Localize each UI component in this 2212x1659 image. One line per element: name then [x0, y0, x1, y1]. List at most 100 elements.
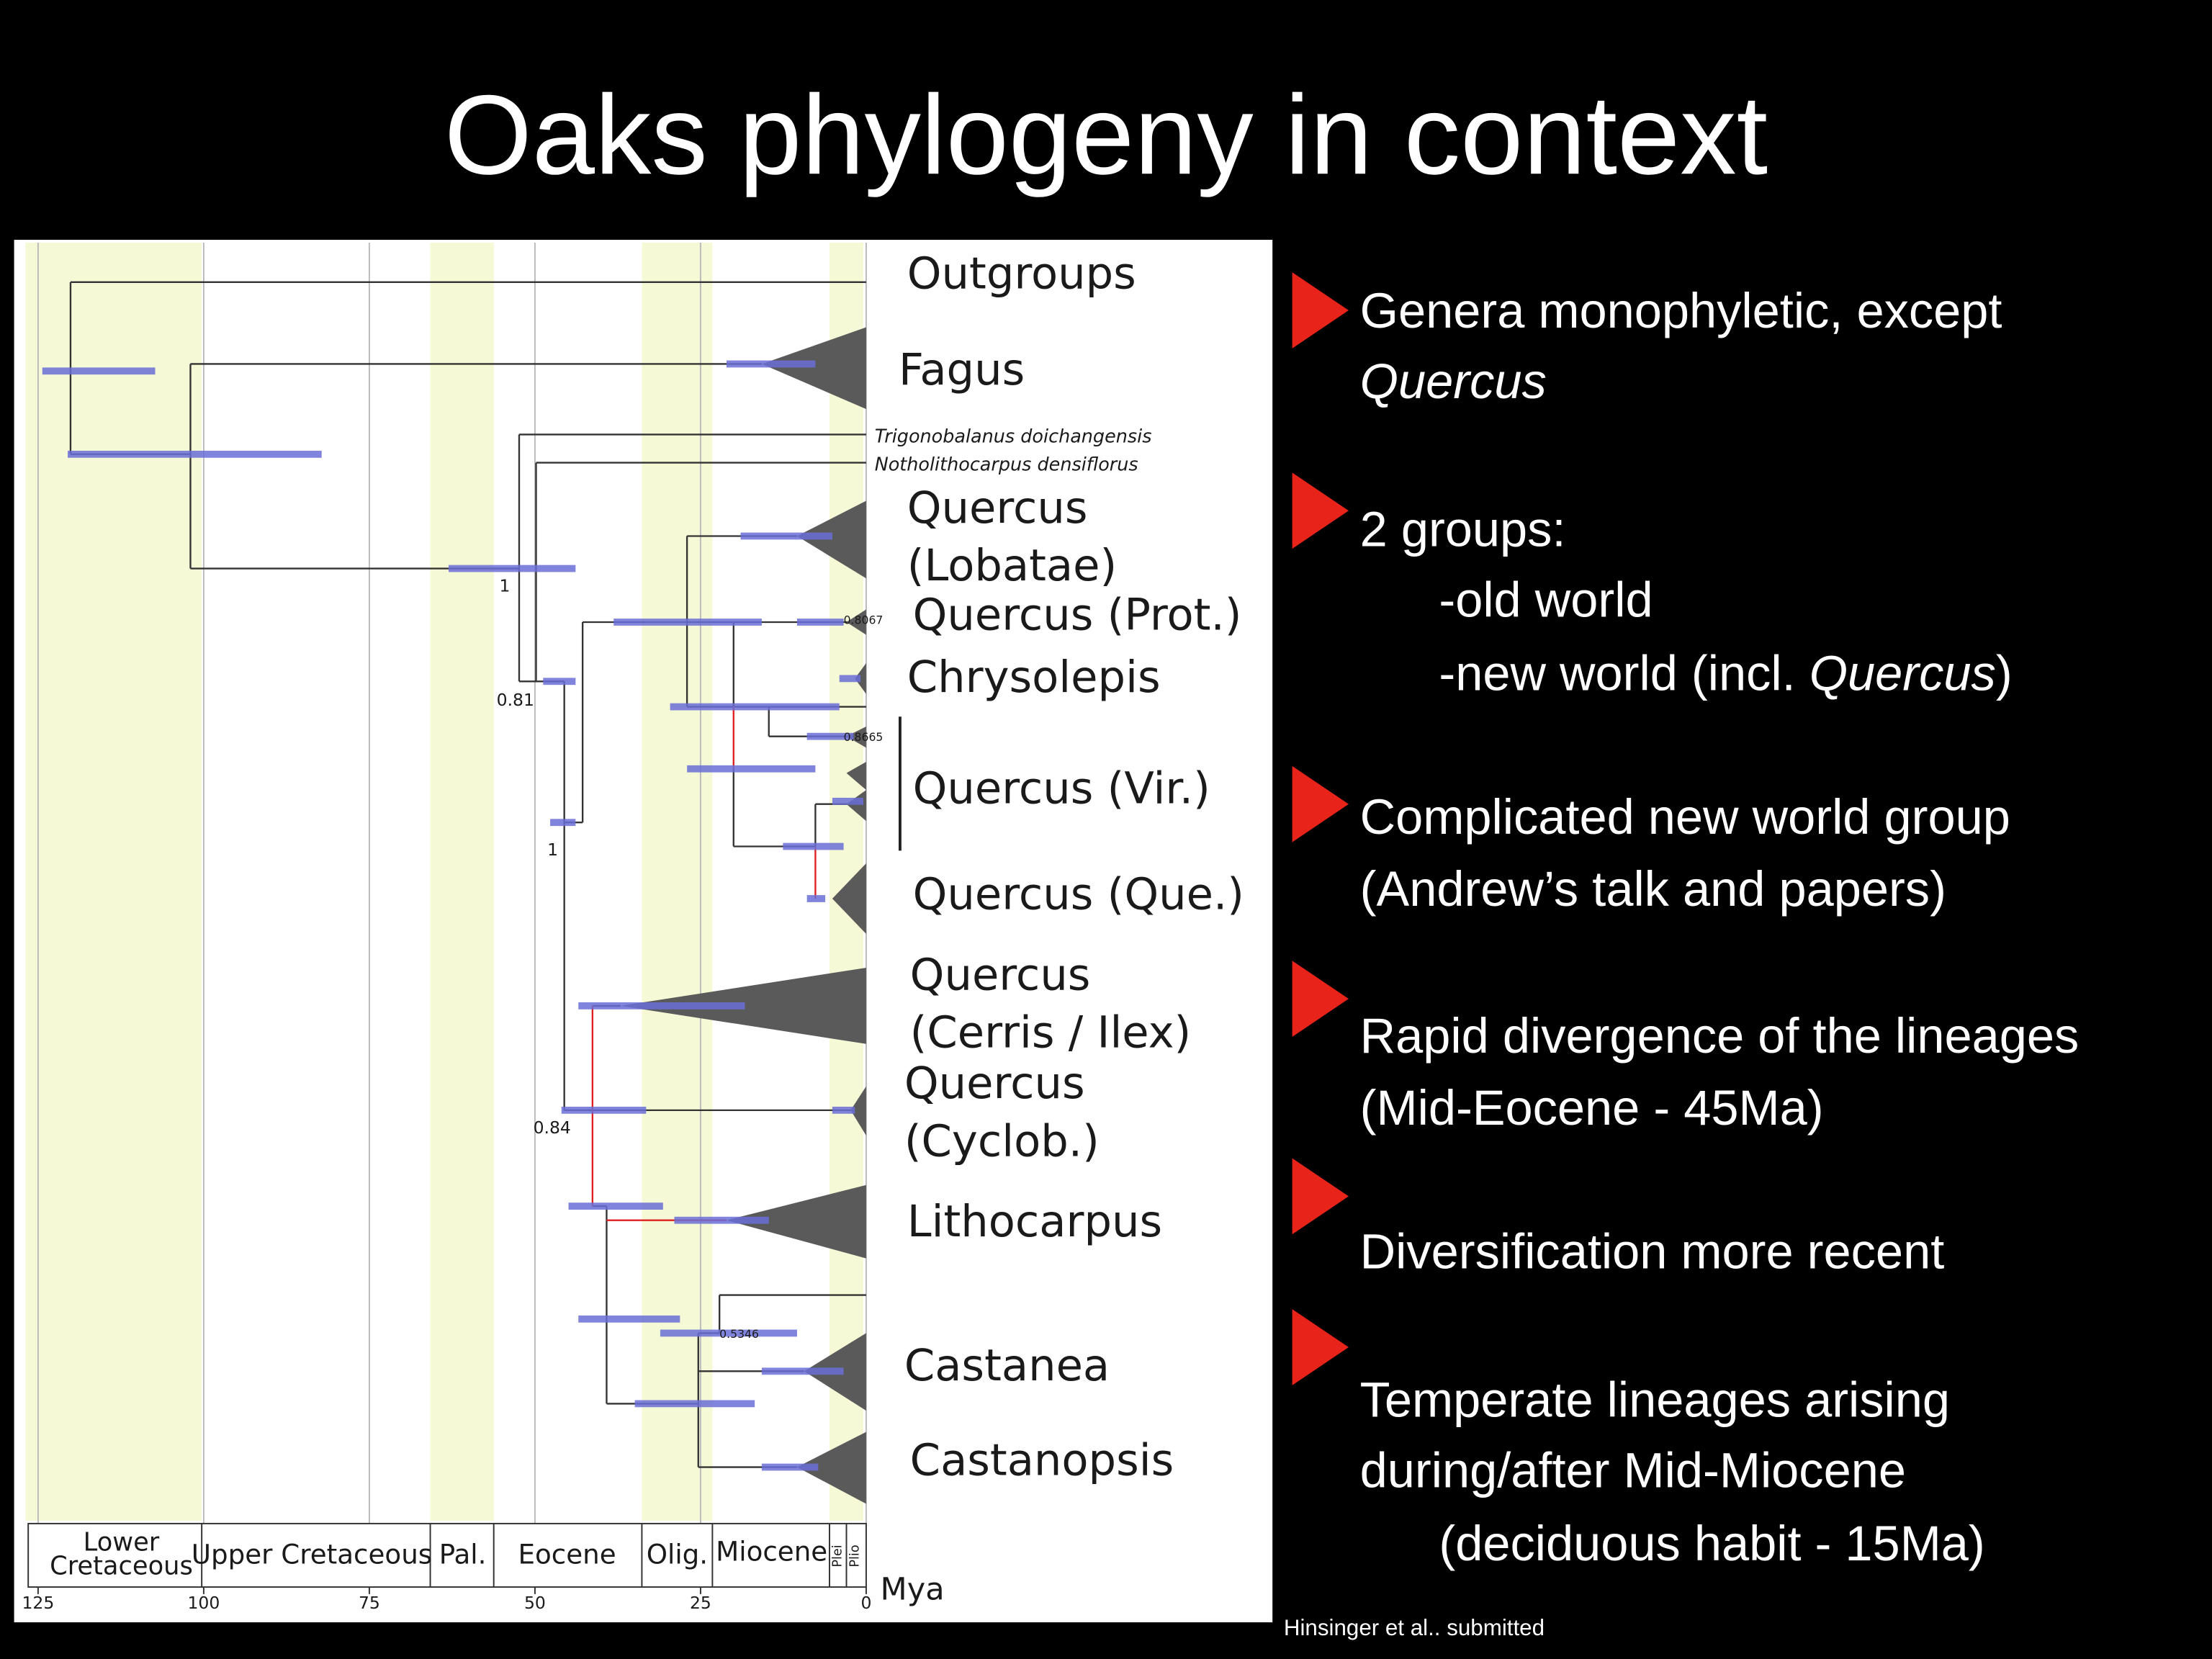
text-run: 2 groups: — [1360, 502, 1566, 557]
age-interval-bar — [832, 797, 864, 805]
period-label: Lower — [84, 1527, 160, 1557]
clade-triangle — [850, 1086, 866, 1136]
text-run: ) — [1996, 646, 2013, 701]
age-interval-bar — [761, 1367, 844, 1375]
support-value: 1 — [500, 576, 511, 596]
bullet-text: Complicated new world group — [1360, 789, 2010, 845]
clade-triangle — [726, 1184, 866, 1259]
support-value: 0.5346 — [719, 1327, 759, 1341]
bullet-list: Genera monophyletic, except Quercus 2 grou… — [1292, 272, 2080, 1571]
age-interval-bar — [806, 895, 826, 902]
bullet-text: 2 groups: — [1360, 502, 1566, 557]
period-label: Pal. — [439, 1538, 487, 1570]
taxon-label: Quercus (Prot.) — [913, 590, 1242, 641]
age-interval-bar — [613, 619, 762, 626]
taxon-label: Notholithocarpus densiflorus — [875, 454, 1138, 476]
bullet-marker — [1292, 1158, 1349, 1235]
period-label: Olig. — [647, 1538, 708, 1570]
age-interval-bar — [761, 1463, 819, 1471]
epoch-band — [430, 242, 494, 1521]
taxon-label: Quercus (Vir.) — [913, 764, 1210, 814]
bullet-marker — [1292, 1309, 1349, 1385]
clade-triangle — [761, 327, 866, 410]
axis-tick-label: 100 — [187, 1593, 220, 1613]
age-interval-bar — [68, 450, 322, 458]
bullet-text: Temperate lineages arising — [1360, 1372, 1950, 1427]
age-interval-bar — [740, 532, 832, 540]
period-label: Eocene — [518, 1538, 616, 1570]
text-run: Complicated new world group — [1360, 789, 2010, 845]
clade-triangle — [846, 609, 866, 635]
bullet-text: during/after Mid-Miocene — [1360, 1442, 1906, 1498]
bullet-marker — [1292, 765, 1349, 842]
bullet-text: Genera monophyletic, except — [1360, 283, 2002, 338]
bullet-text: -new world (incl. Quercus) — [1439, 646, 2012, 701]
taxon-label: Quercus — [904, 1058, 1085, 1109]
age-interval-bar — [578, 1002, 745, 1010]
taxon-label: Lithocarpus — [907, 1197, 1162, 1247]
text-run: Quercus — [1360, 354, 1547, 409]
citation: Hinsinger et al.. submitted — [1284, 1615, 1545, 1640]
slide-title: Oaks phylogeny in context — [444, 72, 1768, 198]
age-interval-bar — [783, 842, 844, 850]
age-interval-bar — [839, 675, 861, 683]
clade-triangle — [832, 863, 866, 934]
text-run: Diversification more recent — [1360, 1224, 1945, 1280]
bullet-text: Diversification more recent — [1360, 1224, 1945, 1280]
taxon-label: Quercus (Que.) — [913, 870, 1244, 920]
text-run: during/after Mid-Miocene — [1360, 1442, 1906, 1498]
bullet-text: Quercus — [1360, 354, 1547, 409]
bullet-marker — [1292, 272, 1349, 349]
taxon-label: Fagus — [899, 345, 1025, 395]
clade-triangle — [796, 1431, 866, 1504]
text-run: Quercus — [1809, 646, 1996, 701]
taxon-label: Chrysolepis — [907, 652, 1161, 703]
axis-tick-label: 0 — [860, 1593, 871, 1613]
age-interval-bar — [832, 1106, 855, 1114]
age-interval-bar — [568, 1202, 663, 1210]
age-interval-bar — [578, 1315, 680, 1323]
period-label: Plio — [848, 1545, 862, 1567]
taxon-label: Outgroups — [907, 249, 1136, 300]
age-interval-bar — [561, 1106, 647, 1114]
bullet-marker — [1292, 961, 1349, 1037]
taxon-label: (Cyclob.) — [904, 1116, 1100, 1166]
age-interval-bar — [726, 360, 816, 368]
bullet-text: (Mid-Eocene - 45Ma) — [1360, 1080, 1824, 1136]
axis-unit: Mya — [881, 1571, 945, 1607]
epoch-band — [25, 242, 202, 1521]
bullet-text: (deciduous habit - 15Ma) — [1439, 1516, 1984, 1571]
bullet-text: -old world — [1439, 572, 1653, 628]
text-run: (Mid-Eocene - 45Ma) — [1360, 1080, 1824, 1136]
text-run: Genera monophyletic, except — [1360, 283, 2002, 338]
age-interval-bar — [674, 1216, 769, 1224]
period-label: Cretaceous — [50, 1552, 193, 1581]
age-interval-bar — [42, 367, 156, 375]
bullet-text: Rapid divergence of the lineages — [1360, 1008, 2080, 1064]
age-interval-bar — [449, 565, 576, 572]
text-run: Rapid divergence of the lineages — [1360, 1008, 2080, 1064]
support-value: 0.81 — [497, 690, 534, 710]
bullet-marker — [1292, 472, 1349, 549]
taxon-label: Castanea — [904, 1341, 1110, 1391]
period-label: Miocene — [716, 1536, 827, 1568]
axis-tick-label: 125 — [22, 1593, 54, 1613]
text-run: Temperate lineages arising — [1360, 1372, 1950, 1427]
axis-tick-label: 75 — [359, 1593, 380, 1613]
taxon-label: (Lobatae) — [907, 541, 1117, 591]
support-value: 1 — [547, 840, 558, 860]
age-interval-bar — [550, 819, 576, 827]
age-interval-bar — [634, 1400, 755, 1408]
clade-triangle — [846, 726, 866, 748]
axis-tick-label: 25 — [690, 1593, 711, 1613]
age-interval-bar — [796, 619, 844, 626]
clade-triangle — [846, 761, 866, 791]
age-interval-bar — [687, 765, 816, 773]
text-run: -new world (incl. — [1439, 646, 1809, 701]
support-value: 0.8665 — [844, 730, 884, 744]
axis-tick-label: 50 — [524, 1593, 546, 1613]
timescale-box — [27, 1522, 867, 1588]
taxon-label: Quercus — [907, 483, 1088, 534]
